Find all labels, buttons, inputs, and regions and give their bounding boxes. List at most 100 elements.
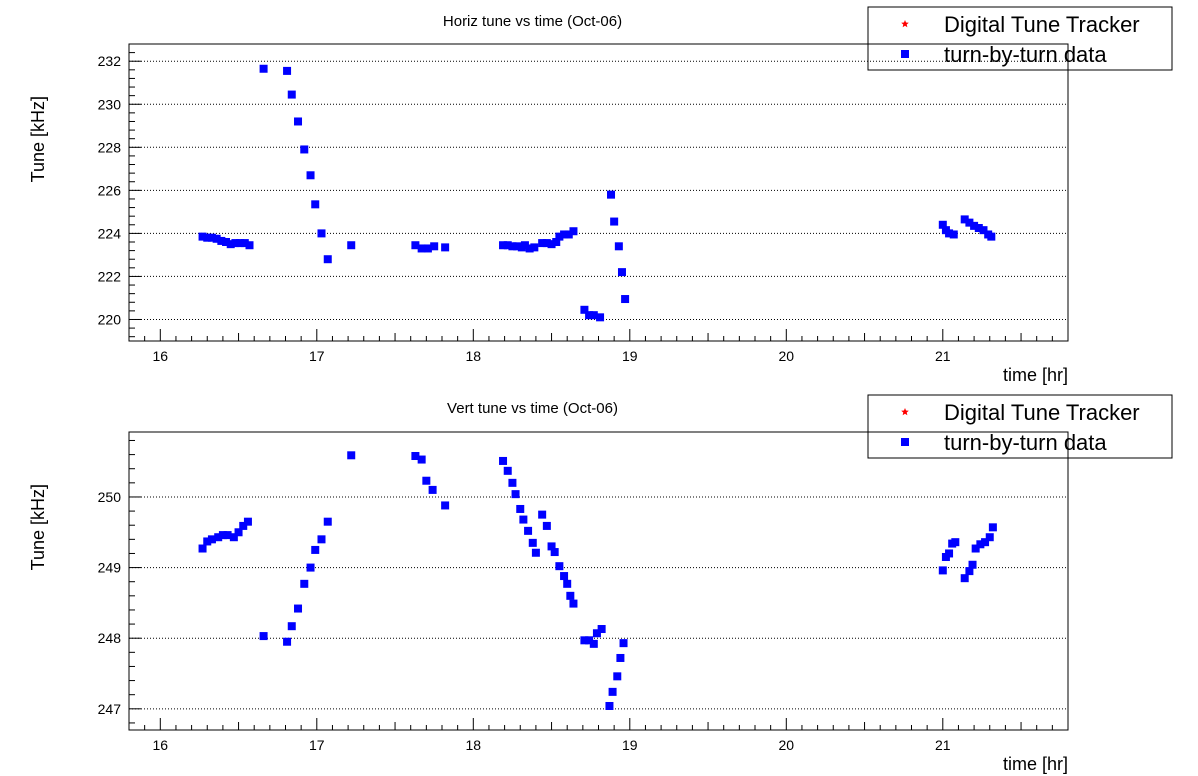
y-tick-label: 230 xyxy=(98,96,122,112)
data-point xyxy=(951,538,960,547)
legend-marker xyxy=(901,408,909,416)
data-point xyxy=(207,233,216,242)
data-point xyxy=(323,255,332,264)
data-point xyxy=(203,233,212,242)
y-tick-label: 232 xyxy=(98,53,122,69)
data-point xyxy=(965,218,974,227)
data-point xyxy=(538,239,547,248)
data-point xyxy=(610,217,619,226)
data-point xyxy=(207,535,216,544)
data-point xyxy=(417,455,426,464)
data-point xyxy=(619,639,628,648)
data-point xyxy=(203,537,212,546)
data-point xyxy=(547,240,556,249)
data-point xyxy=(245,241,254,250)
x-axis-label: time [hr] xyxy=(1003,754,1068,774)
y-tick-label: 224 xyxy=(98,225,122,241)
data-point xyxy=(564,230,573,239)
data-point xyxy=(287,90,296,99)
x-tick-label: 18 xyxy=(466,348,482,364)
data-point xyxy=(306,171,315,180)
data-point xyxy=(231,239,240,248)
data-point xyxy=(580,305,589,314)
data-point xyxy=(965,567,974,576)
data-point xyxy=(226,240,235,249)
y-tick-label: 228 xyxy=(98,139,122,155)
data-point xyxy=(239,521,248,530)
data-point xyxy=(214,533,223,542)
y-tick-label: 249 xyxy=(98,560,122,576)
data-point xyxy=(985,533,994,542)
data-point xyxy=(287,622,296,631)
data-point xyxy=(596,313,605,322)
data-point xyxy=(555,562,564,571)
data-point xyxy=(538,510,547,519)
data-point xyxy=(960,574,969,583)
legend: Digital Tune Tracker turn-by-turn data xyxy=(867,394,1173,459)
data-point xyxy=(240,239,249,248)
data-point xyxy=(589,311,598,320)
legend-label: Digital Tune Tracker xyxy=(944,12,1140,37)
data-point xyxy=(503,241,512,250)
data-point xyxy=(499,456,508,465)
data-point xyxy=(294,117,303,126)
data-point xyxy=(531,548,540,557)
data-point xyxy=(508,478,517,487)
chart-panel-1: Vert tune vs time (Oct-06) 16 17 18 19 20 21 24… xyxy=(28,394,1173,774)
data-point xyxy=(212,234,221,243)
data-point xyxy=(938,566,947,575)
data-point xyxy=(938,220,947,229)
data-point xyxy=(569,599,578,608)
data-point xyxy=(511,490,520,499)
data-point xyxy=(441,243,450,252)
data-point xyxy=(229,533,238,542)
data-point xyxy=(323,517,332,526)
plot-frame xyxy=(128,43,1069,342)
x-tick-label: 19 xyxy=(622,348,638,364)
data-point xyxy=(300,145,309,154)
data-point xyxy=(411,241,420,250)
data-point xyxy=(547,542,556,551)
chart-title: Horiz tune vs time (Oct-06) xyxy=(443,13,622,30)
data-point xyxy=(218,531,227,540)
data-point xyxy=(513,242,522,251)
y-tick-label: 222 xyxy=(98,268,122,284)
data-point xyxy=(508,242,517,251)
data-point xyxy=(974,224,983,233)
legend-marker xyxy=(901,50,909,58)
data-point xyxy=(566,591,575,600)
data-point xyxy=(423,244,432,253)
x-tick-label: 16 xyxy=(153,737,169,753)
data-point xyxy=(621,295,630,304)
data-point xyxy=(971,544,980,553)
data-point xyxy=(347,241,356,250)
data-point xyxy=(981,538,990,547)
data-point xyxy=(616,653,625,662)
data-point xyxy=(417,244,426,253)
data-point xyxy=(294,604,303,613)
x-tick-label: 16 xyxy=(153,348,169,364)
data-point xyxy=(430,242,439,251)
data-point xyxy=(608,687,617,696)
legend-marker xyxy=(901,438,909,446)
chart-title: Vert tune vs time (Oct-06) xyxy=(447,400,618,417)
data-point xyxy=(422,476,431,485)
data-point xyxy=(519,515,528,524)
plot-frame xyxy=(128,431,1069,731)
x-tick-label: 19 xyxy=(622,737,638,753)
data-point xyxy=(528,538,537,547)
data-point xyxy=(198,232,207,241)
legend-label: turn-by-turn data xyxy=(944,42,1107,67)
data-point xyxy=(585,636,594,645)
legend-box xyxy=(867,394,1173,459)
data-point xyxy=(283,66,292,75)
data-point xyxy=(945,229,954,238)
legend-marker xyxy=(901,20,909,28)
data-point xyxy=(236,239,245,248)
data-point xyxy=(970,221,979,230)
data-point xyxy=(580,636,589,645)
data-point xyxy=(617,268,626,277)
legend-box xyxy=(867,6,1173,71)
data-point xyxy=(614,242,623,251)
